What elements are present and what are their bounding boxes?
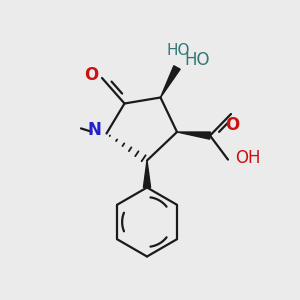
Polygon shape — [143, 160, 151, 188]
Text: O: O — [225, 116, 240, 134]
Text: O: O — [84, 66, 99, 84]
Text: HO: HO — [167, 44, 190, 59]
Polygon shape — [160, 66, 180, 98]
Text: HO: HO — [184, 51, 210, 69]
Text: OH: OH — [236, 149, 261, 167]
Text: N: N — [88, 122, 101, 140]
Polygon shape — [177, 132, 210, 139]
